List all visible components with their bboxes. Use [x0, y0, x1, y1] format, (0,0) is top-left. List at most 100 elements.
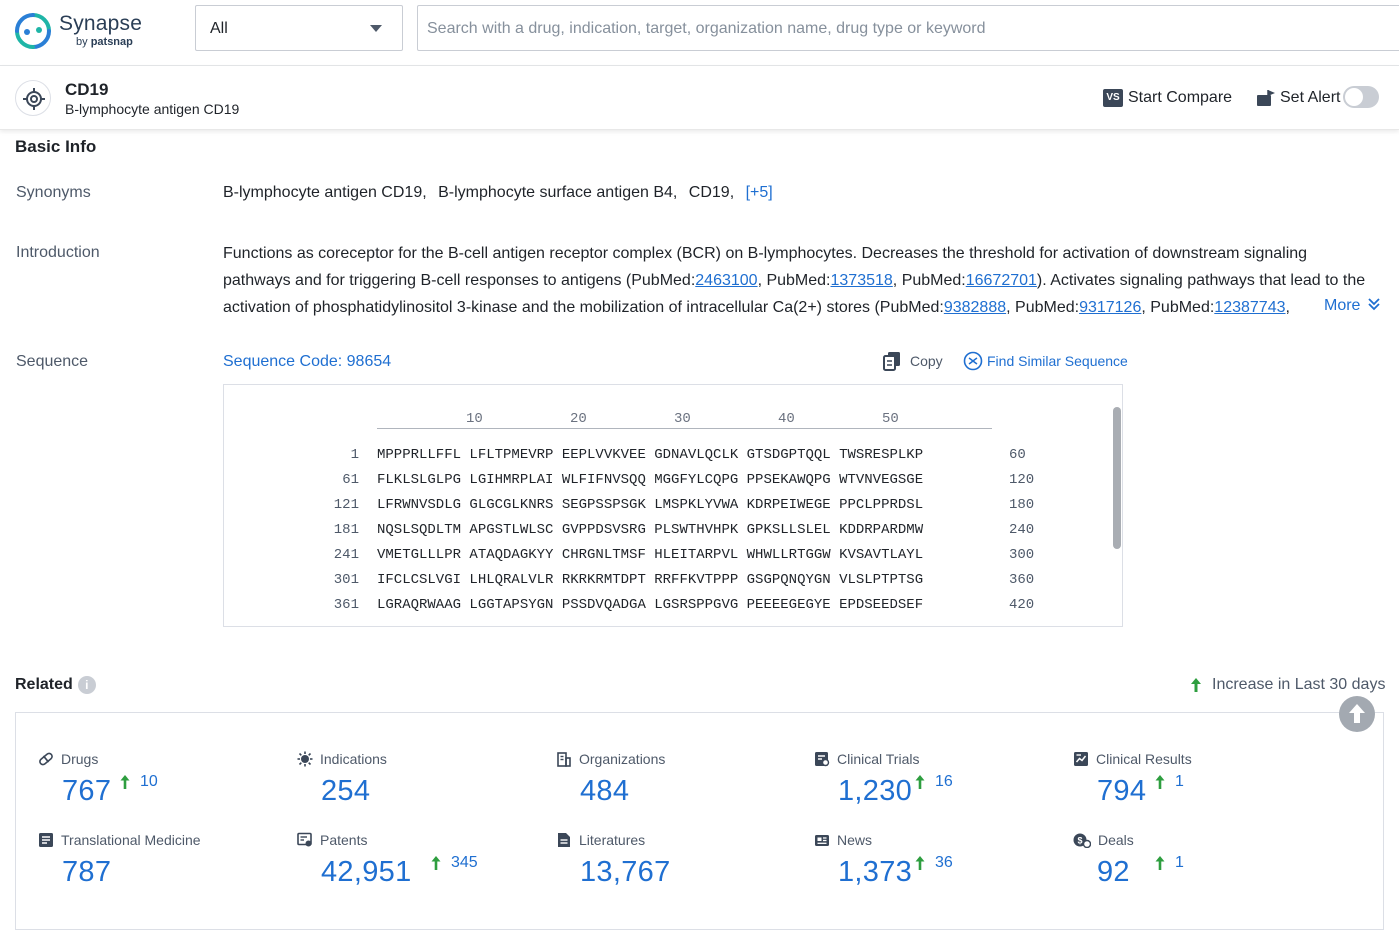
alert-toggle[interactable]	[1343, 86, 1379, 108]
alert-icon	[1256, 89, 1276, 107]
more-label: More	[1324, 297, 1360, 314]
synapse-logo-icon	[14, 12, 52, 50]
stat-translational-medicine[interactable]: Translational Medicine 787	[38, 832, 278, 902]
start-compare-button[interactable]: VS Start Compare	[1103, 88, 1232, 108]
target-header: CD19 B-lymphocyte antigen CD19 VS Start …	[0, 66, 1399, 130]
arrow-up-icon	[1155, 774, 1165, 790]
scroll-to-top-button[interactable]	[1339, 696, 1375, 732]
sequence-code-link[interactable]: Sequence Code: 98654	[223, 353, 391, 371]
intro-more-button[interactable]: More	[1316, 297, 1386, 319]
stat-patents[interactable]: Patents 42,951 345	[297, 832, 537, 902]
stat-increase-value: 345	[451, 854, 478, 872]
row-start: 241	[224, 547, 359, 563]
top-bar: Synapse by patsnap All	[0, 0, 1399, 66]
stat-label: Drugs	[61, 751, 98, 767]
set-alert-button[interactable]: Set Alert	[1256, 88, 1340, 108]
pubmed-link[interactable]: 16672701	[966, 272, 1037, 289]
search-box[interactable]	[417, 5, 1399, 51]
introduction-text: Functions as coreceptor for the B-cell a…	[223, 240, 1368, 322]
stat-increase-value: 36	[935, 854, 953, 872]
pubmed-link[interactable]: 9317126	[1079, 299, 1141, 316]
stat-organizations[interactable]: Organizations 484	[556, 751, 796, 821]
row-sequence: IFCLCSLVGI LHLQRALVLR RKRKRMTDPT RRFFKVT…	[377, 572, 923, 588]
compare-icon: VS	[1103, 89, 1123, 107]
sequence-scrollbar[interactable]	[1113, 407, 1121, 549]
row-end: 120	[1009, 472, 1034, 488]
deal-icon: $	[1073, 832, 1091, 848]
svg-text:$: $	[1077, 836, 1082, 846]
stat-label: Clinical Trials	[837, 751, 919, 767]
stat-increase: 36	[915, 854, 953, 872]
copy-sequence-button[interactable]: Copy	[882, 351, 943, 371]
introduction-label: Introduction	[16, 244, 100, 262]
row-start: 361	[224, 597, 359, 613]
stat-head: Patents	[297, 832, 367, 848]
stat-label: Literatures	[579, 832, 645, 848]
stat-increase: 16	[915, 773, 953, 791]
row-start: 301	[224, 572, 359, 588]
search-scope-value: All	[210, 20, 228, 38]
clipboard-icon	[814, 751, 830, 767]
row-sequence: FLKLSLGLPG LGIHMRPLAI WLFIFNVSQQ MGGFYLC…	[377, 472, 923, 488]
stat-head: Translational Medicine	[38, 832, 201, 848]
stat-clinical-trials[interactable]: Clinical Trials 1,230 16	[814, 751, 1054, 821]
row-end: 240	[1009, 522, 1034, 538]
pubmed-link[interactable]: 12387743	[1214, 299, 1285, 316]
chart-doc-icon	[1073, 751, 1089, 767]
row-start: 61	[224, 472, 359, 488]
ruler-tick: 50	[882, 411, 899, 427]
intro-text: , PubMed:	[758, 272, 831, 289]
intro-text: , PubMed:	[1006, 299, 1079, 316]
arrow-up-circle-icon	[1339, 696, 1375, 732]
arrow-up-icon	[120, 774, 130, 790]
pubmed-link[interactable]: 2463100	[695, 272, 757, 289]
intro-text: , PubMed:	[1141, 299, 1214, 316]
synonyms-more-link[interactable]: [+5]	[746, 184, 773, 201]
pubmed-link[interactable]: 1373518	[831, 272, 893, 289]
stat-label: News	[837, 832, 872, 848]
arrow-up-icon	[915, 855, 925, 871]
stat-drugs[interactable]: Drugs 767 10	[38, 751, 278, 821]
stat-increase-value: 10	[140, 773, 158, 791]
logo-name: Synapse	[59, 12, 142, 36]
info-icon[interactable]: i	[78, 676, 96, 694]
building-icon	[556, 751, 572, 767]
set-alert-label: Set Alert	[1280, 89, 1340, 107]
search-scope-select[interactable]: All	[195, 5, 403, 51]
stat-head: Literatures	[556, 832, 645, 848]
sequence-viewer[interactable]: 10 20 30 40 50 1MPPPRLLFFL LFLTPMEVRP EE…	[223, 384, 1123, 627]
synonym-item: CD19,	[689, 184, 734, 201]
synonyms-list: B-lymphocyte antigen CD19, B-lymphocyte …	[223, 184, 773, 202]
ruler-tick: 20	[570, 411, 587, 427]
copy-label: Copy	[910, 353, 943, 369]
basic-info-title: Basic Info	[15, 137, 96, 157]
stat-increase: 10	[120, 773, 158, 791]
synonym-item: B-lymphocyte antigen CD19,	[223, 184, 427, 201]
row-end: 180	[1009, 497, 1034, 513]
intro-text: , PubMed:	[893, 272, 966, 289]
pubmed-link[interactable]: 9382888	[944, 299, 1006, 316]
arrow-up-icon	[431, 855, 441, 871]
synapse-logo[interactable]: Synapse by patsnap	[14, 10, 139, 52]
stat-indications[interactable]: Indications 254	[297, 751, 537, 821]
target-full-name: B-lymphocyte antigen CD19	[65, 101, 239, 117]
logo-by: by patsnap	[76, 36, 133, 48]
find-similar-sequence-button[interactable]: Find Similar Sequence	[963, 351, 1128, 371]
stat-increase: 345	[431, 854, 478, 872]
target-icon	[15, 80, 51, 116]
search-input[interactable]	[427, 17, 1387, 41]
stat-increase: 1	[1155, 854, 1184, 872]
stat-news[interactable]: News 1,373 36	[814, 832, 1054, 902]
stat-value: 13,767	[580, 856, 671, 889]
synonyms-label: Synonyms	[16, 184, 91, 202]
document-icon	[38, 832, 54, 848]
stat-increase-value: 16	[935, 773, 953, 791]
start-compare-label: Start Compare	[1128, 89, 1232, 107]
caret-down-icon	[370, 25, 382, 32]
stat-value: 787	[62, 856, 111, 889]
logo-by-text: by	[76, 36, 88, 48]
stat-clinical-results[interactable]: Clinical Results 794 1	[1073, 751, 1313, 821]
stat-literatures[interactable]: Literatures 13,767	[556, 832, 796, 902]
stat-deals[interactable]: $ Deals 92 1	[1073, 832, 1313, 902]
ruler-tick: 10	[466, 411, 483, 427]
